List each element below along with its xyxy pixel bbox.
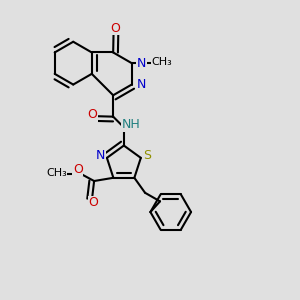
Text: N: N bbox=[136, 78, 146, 91]
Text: NH: NH bbox=[122, 118, 141, 131]
Text: N: N bbox=[96, 149, 105, 162]
Text: O: O bbox=[88, 196, 98, 209]
Text: CH₃: CH₃ bbox=[46, 168, 67, 178]
Text: O: O bbox=[73, 163, 83, 176]
Text: S: S bbox=[143, 149, 151, 162]
Text: O: O bbox=[110, 22, 120, 34]
Text: CH₃: CH₃ bbox=[152, 57, 172, 67]
Text: N: N bbox=[136, 57, 146, 70]
Text: O: O bbox=[88, 108, 97, 121]
